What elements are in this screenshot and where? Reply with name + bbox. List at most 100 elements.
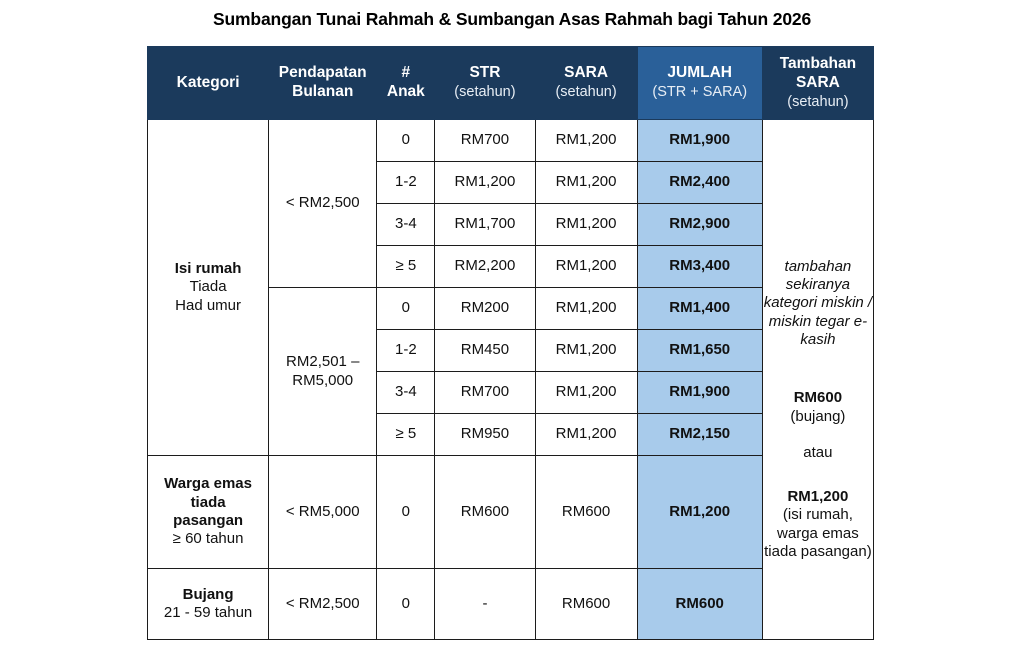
kids-cell: 0 (376, 568, 436, 640)
category-title-line-3: pasangan (173, 512, 244, 529)
header-main-text: Pendapatan (278, 64, 367, 82)
str-cell: RM2,200 (434, 245, 536, 288)
jumlah-cell: RM3,400 (636, 245, 763, 288)
sara-cell: RM1,200 (534, 161, 638, 204)
tambahan-isirumah-amount: RM1,200 (787, 488, 849, 506)
jumlah-cell: RM1,200 (636, 455, 763, 569)
sara-cell: RM1,200 (534, 329, 638, 372)
column-header-str: STR (setahun) (434, 46, 536, 120)
sara-cell: RM1,200 (534, 119, 638, 162)
kids-cell: 3-4 (376, 371, 436, 414)
page-title: Sumbangan Tunai Rahmah & Sumbangan Asas … (212, 9, 812, 29)
header-main-text: Kategori (176, 73, 240, 91)
str-cell: RM950 (434, 413, 536, 456)
income-cell-under-5000: < RM5,000 (268, 455, 378, 569)
kids-cell: ≥ 5 (376, 245, 436, 288)
sara-cell: RM1,200 (534, 413, 638, 456)
str-cell: RM1,700 (434, 203, 536, 246)
kids-cell: 0 (376, 287, 436, 330)
category-title: Bujang (182, 585, 234, 603)
category-age-note: 21 - 59 tahun (163, 604, 253, 621)
category-title: Isi rumah (174, 260, 242, 278)
category-cell-warga-emas: Warga emas tiada pasangan ≥ 60 tahun (146, 455, 270, 569)
income-line-2: RM5,000 (292, 371, 354, 389)
tambahan-bujang-label: (bujang) (790, 407, 846, 425)
income-cell-under-2500: < RM2,500 (268, 119, 378, 288)
table-row: 3-4 RM1,700 RM1,200 RM2,900 (148, 203, 874, 246)
str-cell: RM450 (434, 329, 536, 372)
sara-cell: RM1,200 (534, 203, 638, 246)
header-main-text: SARA (564, 64, 609, 82)
sara-cell: RM1,200 (534, 287, 638, 330)
rahmah-benefits-table: Kategori Pendapatan Bulanan # Anak STR (… (146, 46, 875, 640)
tambahan-isirumah-label: (isi rumah, warga emas tiada pasangan) (764, 506, 872, 560)
header-main-text-2: SARA (795, 73, 840, 91)
header-sub-text: (setahun) (454, 84, 516, 101)
category-age-note: ≥ 60 tahun (172, 530, 244, 548)
jumlah-cell: RM2,400 (636, 161, 763, 204)
jumlah-cell: RM2,900 (636, 203, 763, 246)
kids-cell: 1-2 (376, 161, 436, 204)
category-line-3: Had umur (175, 296, 241, 314)
jumlah-cell: RM1,650 (636, 329, 763, 372)
tambahan-conjunction: atau (803, 443, 833, 461)
category-line-2: Tiada (189, 278, 227, 296)
kids-cell: 0 (376, 119, 436, 162)
column-header-pendapatan-bulanan: Pendapatan Bulanan (268, 46, 378, 120)
category-cell-bujang: Bujang 21 - 59 tahun (146, 568, 270, 640)
column-header-tambahan-sara: Tambahan SARA (setahun) (761, 46, 875, 120)
table-row: Isi rumah Tiada Had umur < RM2,500 0 RM7… (146, 119, 875, 640)
str-cell: RM600 (434, 455, 536, 569)
kids-cell: 0 (376, 455, 436, 569)
table-row: 1-2 RM1,200 RM1,200 RM2,400 (148, 161, 874, 204)
str-cell: RM700 (434, 371, 536, 414)
table-row: 1-2 RM450 RM1,200 RM1,650 (148, 329, 874, 372)
header-main-text: JUMLAH (667, 64, 733, 82)
str-cell: - (434, 568, 536, 640)
column-header-kategori: Kategori (146, 46, 270, 120)
category-title-line-2: tiada (190, 493, 226, 511)
tambahan-note-italic: tambahan sekiranya kategori miskin / mis… (763, 257, 873, 348)
category-cell-isi-rumah: Isi rumah Tiada Had umur (146, 119, 270, 456)
jumlah-cell: RM1,400 (636, 287, 763, 330)
sara-cell: RM1,200 (534, 371, 638, 414)
table-row: ≥ 5 RM950 RM1,200 RM2,150 (148, 413, 874, 456)
header-sub-text: (STR + SARA) (652, 84, 748, 101)
rahmah-table-container: Kategori Pendapatan Bulanan # Anak STR (… (146, 46, 875, 640)
table-row: ≥ 5 RM2,200 RM1,200 RM3,400 (148, 245, 874, 288)
income-line-1: RM2,501 – (286, 353, 360, 371)
kids-cell: 3-4 (376, 203, 436, 246)
tambahan-bujang-amount: RM600 (793, 389, 843, 407)
kids-cell: 1-2 (376, 329, 436, 372)
table-header-row: Kategori Pendapatan Bulanan # Anak STR (… (146, 46, 875, 120)
header-main-text-2: Bulanan (292, 83, 354, 100)
jumlah-cell: RM600 (636, 568, 763, 640)
table-row: Warga emas tiada pasangan ≥ 60 tahun < R… (146, 455, 874, 569)
table-row: RM2,501 – RM5,000 0 RM200 RM1,200 RM1,40… (148, 287, 874, 456)
tambahan-sara-cell: tambahan sekiranya kategori miskin / mis… (761, 119, 875, 640)
str-cell: RM700 (434, 119, 536, 162)
header-sub-text: (setahun) (787, 93, 849, 110)
kids-cell: ≥ 5 (376, 413, 436, 456)
column-header-anak: # Anak (376, 46, 436, 120)
header-main-text: STR (469, 64, 501, 82)
header-sub-text: (setahun) (555, 84, 617, 101)
category-title-line-1: Warga emas (164, 475, 252, 493)
column-header-jumlah: JUMLAH (STR + SARA) (636, 46, 763, 120)
sara-cell: RM600 (534, 568, 638, 640)
jumlah-cell: RM2,150 (636, 413, 763, 456)
str-cell: RM200 (434, 287, 536, 330)
sara-cell: RM1,200 (534, 245, 638, 288)
income-cell-under-2500-bujang: < RM2,500 (268, 568, 378, 640)
header-main-text: # (401, 64, 411, 82)
header-main-text-2: Anak (386, 83, 425, 100)
tambahan-note-bujang: RM600 (bujang) atau (763, 389, 873, 462)
column-header-sara: SARA (setahun) (534, 46, 638, 120)
table-row: Bujang 21 - 59 tahun < RM2,500 0 - RM600… (146, 568, 874, 640)
tambahan-note-isirumah: RM1,200 (isi rumah, warga emas tiada pas… (763, 488, 873, 561)
header-main-text: Tambahan (779, 54, 857, 72)
jumlah-cell: RM1,900 (636, 119, 763, 162)
sara-cell: RM600 (534, 455, 638, 569)
str-cell: RM1,200 (434, 161, 536, 204)
